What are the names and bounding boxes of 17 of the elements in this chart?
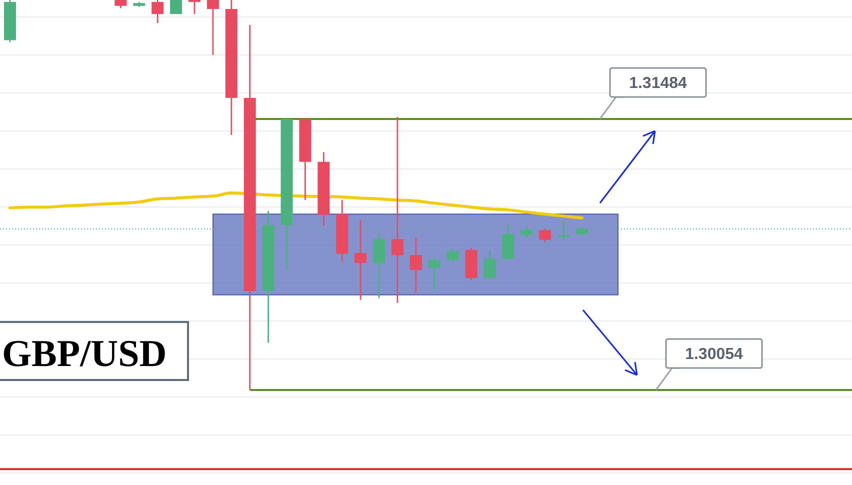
candlestick (539, 228, 552, 243)
candlestick (428, 256, 440, 291)
candlestick (373, 232, 385, 299)
text: GBP/USD (2, 333, 167, 375)
annotation: 1.31484 (629, 74, 688, 92)
candlestick (410, 237, 422, 294)
candlestick (188, 0, 200, 15)
annotation: 1.30054 (685, 346, 744, 363)
candlestick (484, 249, 496, 279)
candlestick (558, 220, 570, 241)
candlestick (354, 219, 367, 301)
candlestick (152, 0, 164, 24)
candlestick (170, 0, 182, 15)
candlestick (446, 248, 459, 264)
candlestick (391, 116, 404, 304)
candlestick (206, 0, 219, 56)
candlestick (520, 225, 533, 239)
